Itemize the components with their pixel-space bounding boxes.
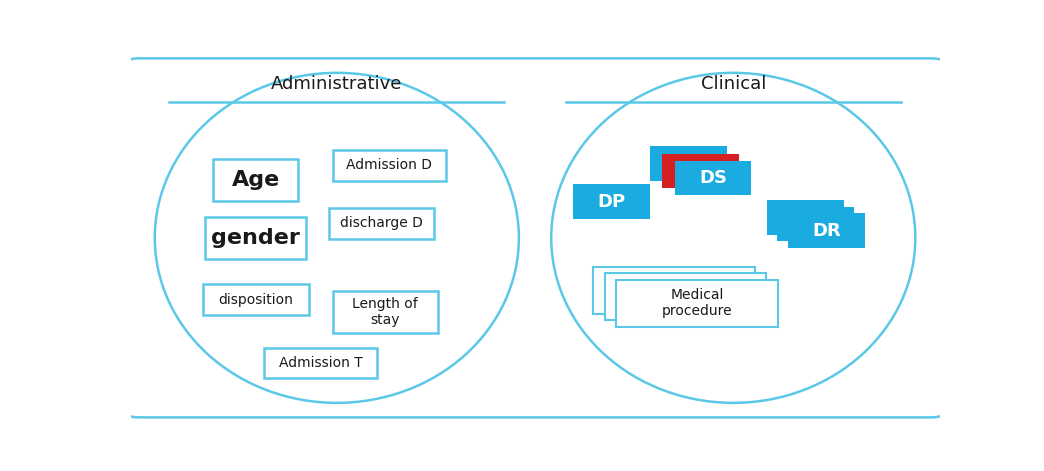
Text: DR: DR	[812, 221, 840, 240]
Text: Admission T: Admission T	[279, 356, 362, 370]
Text: Admission D: Admission D	[347, 158, 432, 172]
FancyBboxPatch shape	[333, 150, 446, 181]
FancyBboxPatch shape	[593, 267, 755, 314]
FancyBboxPatch shape	[573, 184, 650, 219]
Text: Medical
procedure: Medical procedure	[662, 288, 732, 318]
Text: discharge D: discharge D	[340, 216, 423, 230]
FancyBboxPatch shape	[333, 292, 438, 333]
FancyBboxPatch shape	[206, 217, 307, 259]
FancyBboxPatch shape	[604, 273, 766, 320]
FancyBboxPatch shape	[778, 207, 854, 241]
FancyBboxPatch shape	[767, 200, 844, 235]
Ellipse shape	[551, 73, 916, 403]
Text: DS: DS	[699, 169, 727, 187]
FancyBboxPatch shape	[616, 280, 778, 327]
Text: Length of
stay: Length of stay	[353, 297, 419, 327]
Text: Administrative: Administrative	[271, 75, 403, 93]
FancyBboxPatch shape	[264, 348, 377, 378]
FancyBboxPatch shape	[120, 58, 950, 417]
FancyBboxPatch shape	[663, 154, 739, 188]
FancyBboxPatch shape	[213, 159, 299, 201]
Text: disposition: disposition	[218, 292, 293, 307]
FancyBboxPatch shape	[788, 213, 864, 248]
FancyBboxPatch shape	[650, 146, 728, 181]
FancyBboxPatch shape	[329, 208, 434, 239]
Text: Clinical: Clinical	[701, 75, 766, 93]
Ellipse shape	[155, 73, 519, 403]
FancyBboxPatch shape	[204, 284, 309, 315]
Text: DP: DP	[598, 193, 626, 211]
FancyBboxPatch shape	[674, 161, 752, 195]
Text: gender: gender	[212, 228, 301, 248]
Text: Age: Age	[232, 170, 280, 190]
